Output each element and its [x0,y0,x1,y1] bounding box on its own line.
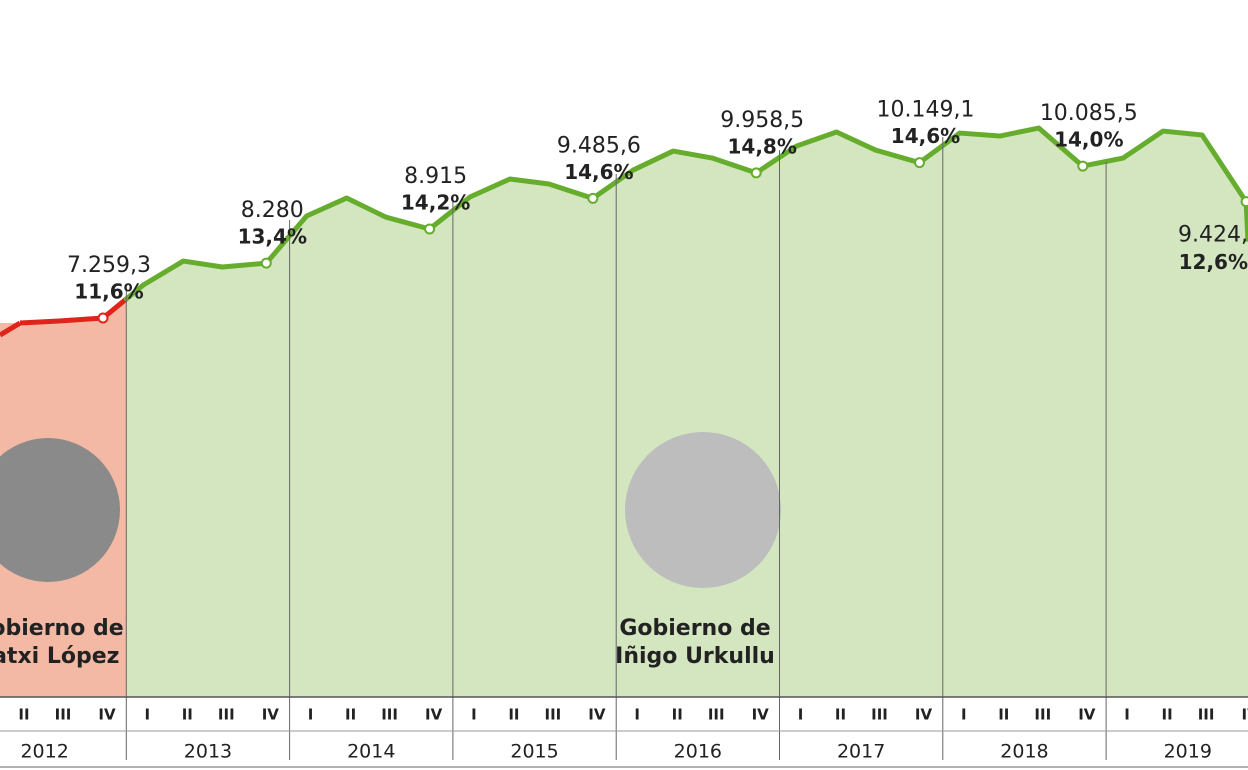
share-label: 13,4% [238,225,307,249]
point [1077,160,1089,172]
line [142,125,1248,288]
x-tick-label: III [545,706,562,724]
share-label: 14,0% [1054,128,1123,152]
x-tick-label: IV [98,706,116,724]
value-label: 9.424, [1178,223,1248,248]
x-tick-label: III [1034,706,1051,724]
portrait [0,438,120,582]
x-tick-label: II [835,706,846,724]
year-label: 2018 [1000,741,1048,763]
x-tick-label: II [1162,706,1173,724]
x-tick-label: I [1124,706,1130,724]
year-label: 2017 [837,741,885,763]
x-tick-label: II [182,706,193,724]
x-tick-label: III [871,706,888,724]
value-label: 8.280 [241,198,304,223]
value-label: 8.915 [404,164,467,189]
share-label: 12,6% [1179,250,1248,274]
x-tick-label: IV [1078,706,1096,724]
share-label: 14,6% [564,160,633,184]
x-tick-label: II [345,706,356,724]
x-tick-label: IV [262,706,280,724]
x-tick-label: I [308,706,314,724]
x-tick-label: III [708,706,725,724]
period-label: Gobierno de [619,616,770,641]
point [587,192,599,204]
year-label: 2015 [510,741,558,763]
portrait [625,432,781,588]
x-tick-label: II [508,706,519,724]
x-tick-label: II [998,706,1009,724]
x-tick-label: III [218,706,235,724]
point [1240,196,1248,208]
year-label: 2014 [347,741,395,763]
x-tick-label: IV [588,706,606,724]
x-tick-label: II [18,706,29,724]
share-label: 14,6% [891,124,960,148]
x-tick-label: I [145,706,151,724]
x-tick-label: IV [752,706,770,724]
value-label: 9.485,6 [557,133,641,158]
value-label: 10.149,1 [877,98,975,123]
period-area [126,128,1248,697]
x-tick-label: IV [1241,706,1248,724]
point [260,257,272,269]
point [750,167,762,179]
share-label: 14,8% [728,134,797,158]
value-label: 10.085,5 [1040,101,1138,126]
x-tick-label: I [798,706,804,724]
x-tick-label: I [961,706,967,724]
share-label: 11,6% [74,280,143,304]
period-label: Gobierno de [0,616,124,641]
point [914,157,925,169]
x-tick-label: III [1198,706,1215,724]
value-label: 9.958,5 [720,108,804,133]
x-tick-label: I [634,706,640,724]
period-label: Patxi López [0,644,119,669]
point [424,223,436,235]
line-connector [123,282,146,302]
point [97,312,109,324]
line-connector [0,320,22,338]
year-label: 2012 [20,741,68,763]
x-tick-label: II [672,706,683,724]
share-label: 14,2% [401,191,470,215]
x-tick-label: III [381,706,398,724]
x-tick-label: IV [915,706,933,724]
x-tick-label: I [471,706,477,724]
areas [0,128,1248,697]
period-label: Iñigo Urkullu [615,644,775,669]
x-tick-label: IV [425,706,443,724]
value-label: 7.259,3 [67,253,151,278]
line [19,315,104,326]
year-label: 2013 [184,741,232,763]
year-label: 2016 [674,741,722,763]
year-label: 2019 [1164,741,1212,763]
x-tick-label: III [55,706,72,724]
